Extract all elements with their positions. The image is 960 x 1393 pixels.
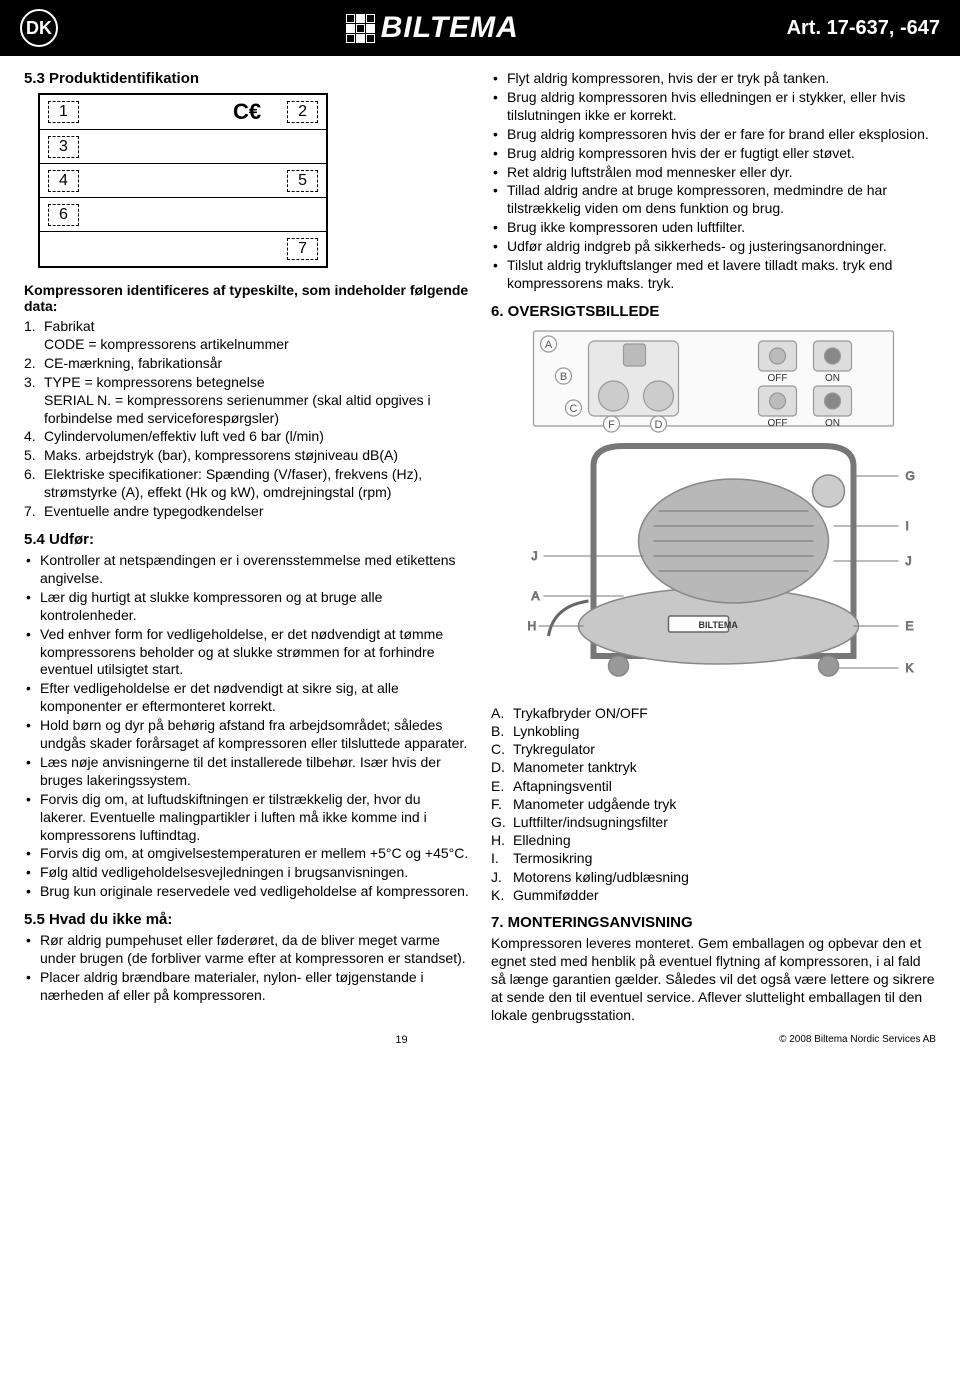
svg-text:B: B [560, 371, 567, 383]
svg-text:F: F [608, 419, 615, 431]
section-7-body: Kompressoren leveres monteret. Gem embal… [491, 935, 936, 1025]
dont-item: Udfør aldrig indgreb på sikkerheds- og j… [491, 238, 936, 256]
ce-mark: C€ [233, 99, 261, 125]
typeplate-item: 5.Maks. arbejdstryk (bar), kompressorens… [24, 447, 469, 465]
dont-item: Tilslut aldrig trykluftslanger med et la… [491, 257, 936, 293]
svg-text:J: J [532, 549, 538, 563]
typeplate-item: 2.CE-mærkning, fabrikationsår [24, 355, 469, 373]
heading-5-5: 5.5 Hvad du ikke må: [24, 911, 469, 928]
article-number: Art. 17-637, -647 [787, 17, 940, 40]
legend-row: H.Elledning [491, 831, 936, 849]
do-item: Følg altid vedligeholdelsesvejledningen … [24, 864, 469, 882]
page-header: DK BILTEMA Art. 17-637, -647 [0, 0, 960, 56]
do-item: Ved enhver form for vedligeholdelse, er … [24, 626, 469, 680]
svg-text:ON: ON [825, 418, 840, 429]
dont-item: Brug ikke kompressoren uden luftfilter. [491, 219, 936, 237]
checker-icon [346, 14, 375, 43]
legend-row: E.Aftapningsventil [491, 777, 936, 795]
overview-legend: A.Trykafbryder ON/OFFB.LynkoblingC.Trykr… [491, 704, 936, 904]
plate-box-4: 4 [48, 170, 79, 192]
dont-item: Placer aldrig brændbare materialer, nylo… [24, 969, 469, 1005]
legend-row: A.Trykafbryder ON/OFF [491, 704, 936, 722]
copyright: © 2008 Biltema Nordic Services AB [779, 1034, 936, 1046]
do-item: Forvis dig om, at luftudskiftningen er t… [24, 791, 469, 845]
dont-item: Tillad aldrig andre at bruge kompressore… [491, 182, 936, 218]
overview-diagram: A B C F D OFF ON OFF ON [491, 326, 936, 696]
brand-logo: BILTEMA [78, 11, 787, 45]
country-badge: DK [20, 9, 58, 47]
dont-item: Brug aldrig kompressoren hvis der er fug… [491, 145, 936, 163]
typeplate-item: 7.Eventuelle andre typegodkendelser [24, 503, 469, 521]
svg-text:J: J [906, 554, 912, 568]
plate-box-1: 1 [48, 101, 79, 123]
page-footer: 19 © 2008 Biltema Nordic Services AB [0, 1032, 960, 1052]
legend-row: D.Manometer tanktryk [491, 758, 936, 776]
legend-row: G.Luftfilter/indsugningsfilter [491, 813, 936, 831]
dont-item: Rør aldrig pumpehuset eller føderøret, d… [24, 932, 469, 968]
svg-text:I: I [906, 519, 909, 533]
heading-7: 7. MONTERINGSANVISNING [491, 914, 936, 931]
typeplate-item: 4.Cylindervolumen/effektiv luft ved 6 ba… [24, 428, 469, 446]
do-list: Kontroller at netspændingen er i overens… [24, 552, 469, 901]
do-item: Forvis dig om, at omgivelsestemperaturen… [24, 845, 469, 863]
logo-text: BILTEMA [381, 11, 519, 45]
typeplate-intro: Kompressoren identificeres af typeskilte… [24, 282, 469, 314]
svg-text:C: C [570, 403, 578, 415]
svg-text:OFF: OFF [768, 418, 788, 429]
svg-text:ON: ON [825, 373, 840, 384]
plate-box-2: 2 [287, 101, 318, 123]
legend-row: C.Trykregulator [491, 740, 936, 758]
do-item: Kontroller at netspændingen er i overens… [24, 552, 469, 588]
compressor-illustration: A B C F D OFF ON OFF ON [491, 326, 936, 696]
page-content: 5.3 Produktidentifikation 1 C€ 2 3 4 5 6… [0, 56, 960, 1032]
typeplate-list: 1.Fabrikat CODE = kompressorens artikeln… [24, 318, 469, 521]
svg-text:D: D [655, 419, 663, 431]
svg-text:A: A [532, 589, 540, 603]
heading-5-4: 5.4 Udfør: [24, 531, 469, 548]
typeplate-item: 1.Fabrikat CODE = kompressorens artikeln… [24, 318, 469, 354]
do-item: Læs nøje anvisningerne til det installer… [24, 754, 469, 790]
legend-row: K.Gummifødder [491, 886, 936, 904]
svg-text:A: A [545, 339, 553, 351]
legend-row: B.Lynkobling [491, 722, 936, 740]
svg-text:E: E [906, 619, 914, 633]
legend-row: F.Manometer udgående tryk [491, 795, 936, 813]
dont-item: Brug aldrig kompressoren hvis elledninge… [491, 89, 936, 125]
dont-list: Rør aldrig pumpehuset eller føderøret, d… [24, 932, 469, 1005]
svg-text:BILTEMA: BILTEMA [699, 620, 739, 630]
left-column: 5.3 Produktidentifikation 1 C€ 2 3 4 5 6… [24, 70, 469, 1024]
do-item: Lær dig hurtigt at slukke kompressoren o… [24, 589, 469, 625]
heading-6: 6. OVERSIGTSBILLEDE [491, 303, 936, 320]
plate-box-7: 7 [287, 238, 318, 260]
dont-list-cont: Flyt aldrig kompressoren, hvis der er tr… [491, 70, 936, 293]
svg-text:G: G [906, 469, 915, 483]
legend-row: I.Termosikring [491, 849, 936, 867]
plate-box-5: 5 [287, 170, 318, 192]
page-number: 19 [395, 1034, 407, 1046]
plate-box-3: 3 [48, 136, 79, 158]
typeplate-diagram: 1 C€ 2 3 4 5 6 7 [38, 93, 328, 268]
right-column: Flyt aldrig kompressoren, hvis der er tr… [491, 70, 936, 1024]
heading-5-3: 5.3 Produktidentifikation [24, 70, 469, 87]
svg-text:H: H [528, 619, 537, 633]
svg-text:OFF: OFF [768, 373, 788, 384]
dont-item: Ret aldrig luftstrålen mod mennesker ell… [491, 164, 936, 182]
plate-box-6: 6 [48, 204, 79, 226]
do-item: Efter vedligeholdelse er det nødvendigt … [24, 680, 469, 716]
typeplate-item: 3.TYPE = kompressorens betegnelse SERIAL… [24, 374, 469, 428]
typeplate-item: 6.Elektriske specifikationer: Spænding (… [24, 466, 469, 502]
do-item: Brug kun originale reservedele ved vedli… [24, 883, 469, 901]
dont-item: Flyt aldrig kompressoren, hvis der er tr… [491, 70, 936, 88]
dont-item: Brug aldrig kompressoren hvis der er far… [491, 126, 936, 144]
svg-text:K: K [906, 661, 914, 675]
do-item: Hold børn og dyr på behørig afstand fra … [24, 717, 469, 753]
legend-row: J.Motorens køling/udblæsning [491, 868, 936, 886]
